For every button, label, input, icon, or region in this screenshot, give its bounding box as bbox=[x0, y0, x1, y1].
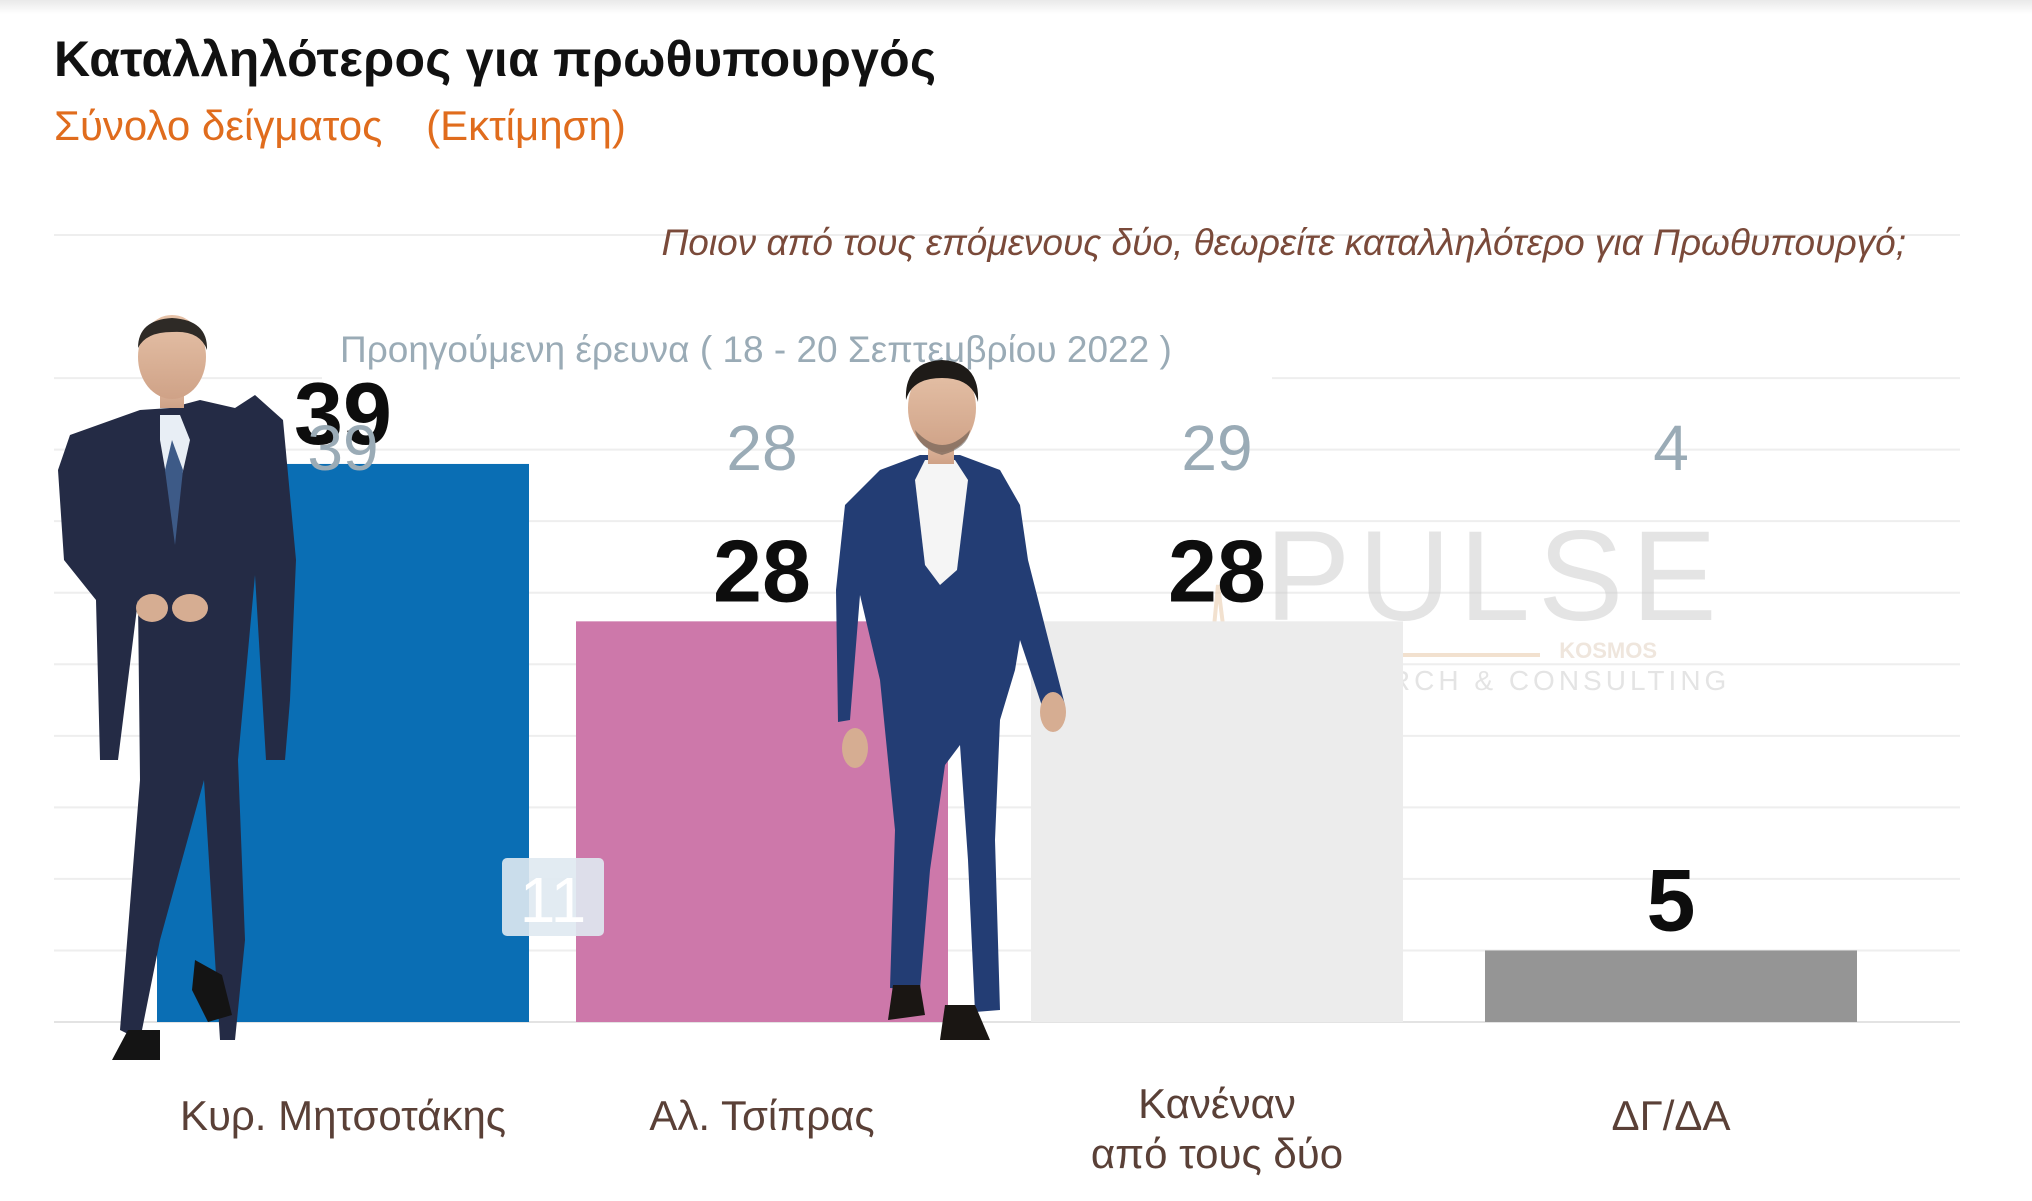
previous-values-group: 39 28 29 4 bbox=[307, 412, 1688, 484]
watermark-sub-brand: KOSMOS bbox=[1559, 638, 1657, 663]
subtitle-note: (Εκτίμηση) bbox=[426, 102, 626, 149]
previous-value-label: 39 bbox=[307, 412, 378, 484]
category-label: από τους δύο bbox=[1091, 1130, 1343, 1177]
gap-value: 11 bbox=[520, 864, 586, 936]
person-photo-mitsotakis bbox=[58, 315, 296, 1060]
gap-badge-box bbox=[502, 858, 604, 936]
bar bbox=[1485, 950, 1857, 1022]
chart-subtitle: Σύνολο δείγματος (Εκτίμηση) bbox=[54, 102, 626, 150]
category-label: ΔΓ/ΔΑ bbox=[1612, 1092, 1731, 1139]
chart-title: Καταλληλότερος για πρωθυπουργός bbox=[54, 31, 937, 87]
value-label: 39 bbox=[294, 364, 392, 463]
category-label: Κανέναν bbox=[1138, 1080, 1296, 1127]
previous-value-label: 28 bbox=[726, 412, 797, 484]
survey-question: Ποιον από τους επόμενους δύο, θεωρείτε κ… bbox=[661, 222, 1906, 263]
previous-value-label: 4 bbox=[1653, 412, 1689, 484]
subtitle-sample: Σύνολο δείγματος bbox=[54, 102, 383, 149]
category-label: Κυρ. Μητσοτάκης bbox=[180, 1092, 506, 1139]
previous-label-mask bbox=[322, 320, 1272, 380]
category-label: Αλ. Τσίπρας bbox=[649, 1092, 874, 1139]
value-label: 28 bbox=[1168, 521, 1266, 620]
top-shadow bbox=[0, 0, 2032, 14]
value-label: 5 bbox=[1647, 850, 1696, 949]
value-label: 28 bbox=[713, 521, 811, 620]
person-photo-tsipras bbox=[836, 360, 1066, 1040]
bar bbox=[1031, 621, 1403, 1022]
gap-annotation: 11 bbox=[502, 858, 604, 936]
value-labels-group: 39 28 28 5 bbox=[294, 364, 1695, 950]
previous-value-label: 29 bbox=[1181, 412, 1252, 484]
previous-survey-label: Προηγούμενη έρευνα ( 18 - 20 Σεπτεμβρίου… bbox=[340, 329, 1172, 370]
